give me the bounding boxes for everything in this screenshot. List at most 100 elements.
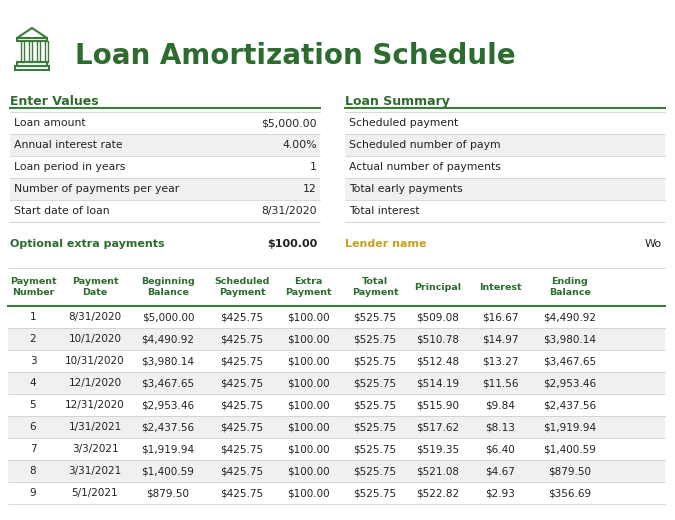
Text: $425.75: $425.75 (221, 488, 263, 498)
Text: 7: 7 (30, 444, 36, 454)
Bar (15, 66, 49, 70)
Text: $100.00: $100.00 (287, 400, 329, 410)
Text: $521.08: $521.08 (416, 466, 460, 476)
Text: 12/31/2020: 12/31/2020 (65, 400, 125, 410)
Text: $514.19: $514.19 (416, 378, 460, 388)
Text: $879.50: $879.50 (146, 488, 190, 498)
Text: $517.62: $517.62 (416, 422, 460, 432)
Text: $100.00: $100.00 (287, 466, 329, 476)
Text: 2: 2 (30, 334, 36, 344)
Text: $525.75: $525.75 (354, 356, 397, 366)
Bar (345, 134, 665, 156)
Text: $6.40: $6.40 (485, 444, 515, 454)
Text: $356.69: $356.69 (548, 488, 591, 498)
Bar (45, 41, 48, 62)
Text: Loan Amortization Schedule: Loan Amortization Schedule (75, 42, 516, 70)
Text: 3/3/2021: 3/3/2021 (72, 444, 118, 454)
Text: Loan amount: Loan amount (14, 118, 86, 128)
Bar (17, 62, 47, 66)
Text: $5,000.00: $5,000.00 (261, 118, 317, 128)
Text: Total interest: Total interest (349, 206, 419, 216)
Text: $510.78: $510.78 (416, 334, 460, 344)
Bar (8, 372, 665, 394)
Text: Total early payments: Total early payments (349, 184, 462, 194)
Text: $425.75: $425.75 (221, 334, 263, 344)
Text: 1/31/2021: 1/31/2021 (68, 422, 122, 432)
Text: 3/31/2021: 3/31/2021 (68, 466, 122, 476)
Text: $100.00: $100.00 (267, 239, 317, 249)
Text: $100.00: $100.00 (287, 334, 329, 344)
Text: Scheduled payment: Scheduled payment (349, 118, 458, 128)
Text: $100.00: $100.00 (287, 356, 329, 366)
Bar (10, 156, 320, 178)
Bar (8, 482, 665, 504)
Text: $525.75: $525.75 (354, 488, 397, 498)
Text: Annual interest rate: Annual interest rate (14, 140, 123, 150)
Text: $3,980.14: $3,980.14 (142, 356, 194, 366)
Text: $425.75: $425.75 (221, 422, 263, 432)
Text: 8/31/2020: 8/31/2020 (261, 206, 317, 216)
Text: $525.75: $525.75 (354, 422, 397, 432)
Text: 12: 12 (303, 184, 317, 194)
Text: $525.75: $525.75 (354, 466, 397, 476)
Text: $1,400.59: $1,400.59 (543, 444, 597, 454)
Text: $879.50: $879.50 (549, 466, 591, 476)
Text: Payment
Date: Payment Date (72, 277, 118, 297)
Bar (37, 41, 40, 62)
Bar (8, 268, 665, 306)
Bar (29, 41, 32, 62)
Bar (345, 112, 665, 134)
Text: $3,980.14: $3,980.14 (543, 334, 597, 344)
Text: Ending
Balance: Ending Balance (549, 277, 591, 297)
Text: 5/1/2021: 5/1/2021 (72, 488, 118, 498)
Bar (345, 200, 665, 222)
Text: Enter Values: Enter Values (10, 95, 99, 108)
Text: $5,000.00: $5,000.00 (142, 312, 194, 322)
Text: $512.48: $512.48 (416, 356, 460, 366)
Text: $9.84: $9.84 (485, 400, 515, 410)
Text: $425.75: $425.75 (221, 312, 263, 322)
Bar (10, 112, 320, 134)
Text: 3: 3 (30, 356, 36, 366)
Text: $14.97: $14.97 (482, 334, 518, 344)
Text: 5: 5 (30, 400, 36, 410)
Bar (8, 306, 665, 328)
Text: $425.75: $425.75 (221, 466, 263, 476)
Text: $525.75: $525.75 (354, 334, 397, 344)
Text: $2,953.46: $2,953.46 (142, 400, 194, 410)
Text: Wo: Wo (645, 239, 662, 249)
Text: 8: 8 (30, 466, 36, 476)
Text: $522.82: $522.82 (416, 488, 460, 498)
Text: 4: 4 (30, 378, 36, 388)
Text: $100.00: $100.00 (287, 444, 329, 454)
Text: $519.35: $519.35 (416, 444, 460, 454)
Bar (345, 156, 665, 178)
Bar (21, 41, 24, 62)
Bar (8, 350, 665, 372)
Text: $425.75: $425.75 (221, 356, 263, 366)
Text: $1,919.94: $1,919.94 (543, 422, 597, 432)
Text: 9: 9 (30, 488, 36, 498)
Text: $2.93: $2.93 (485, 488, 515, 498)
Text: Lender name: Lender name (345, 239, 427, 249)
Text: $1,919.94: $1,919.94 (142, 444, 194, 454)
Text: $4,490.92: $4,490.92 (543, 312, 597, 322)
Text: $2,953.46: $2,953.46 (543, 378, 597, 388)
Text: $8.13: $8.13 (485, 422, 515, 432)
Text: $515.90: $515.90 (416, 400, 460, 410)
Text: 4.00%: 4.00% (282, 140, 317, 150)
Text: Payment
Number: Payment Number (9, 277, 56, 297)
Bar (10, 134, 320, 156)
Bar (8, 416, 665, 438)
Bar (10, 200, 320, 222)
Text: Loan period in years: Loan period in years (14, 162, 126, 172)
Text: $4,490.92: $4,490.92 (142, 334, 194, 344)
Text: $509.08: $509.08 (416, 312, 460, 322)
Text: $4.67: $4.67 (485, 466, 515, 476)
Text: 1: 1 (30, 312, 36, 322)
Text: 12/1/2020: 12/1/2020 (68, 378, 122, 388)
Text: $525.75: $525.75 (354, 312, 397, 322)
Text: $525.75: $525.75 (354, 444, 397, 454)
Text: $3,467.65: $3,467.65 (543, 356, 597, 366)
Text: Number of payments per year: Number of payments per year (14, 184, 180, 194)
